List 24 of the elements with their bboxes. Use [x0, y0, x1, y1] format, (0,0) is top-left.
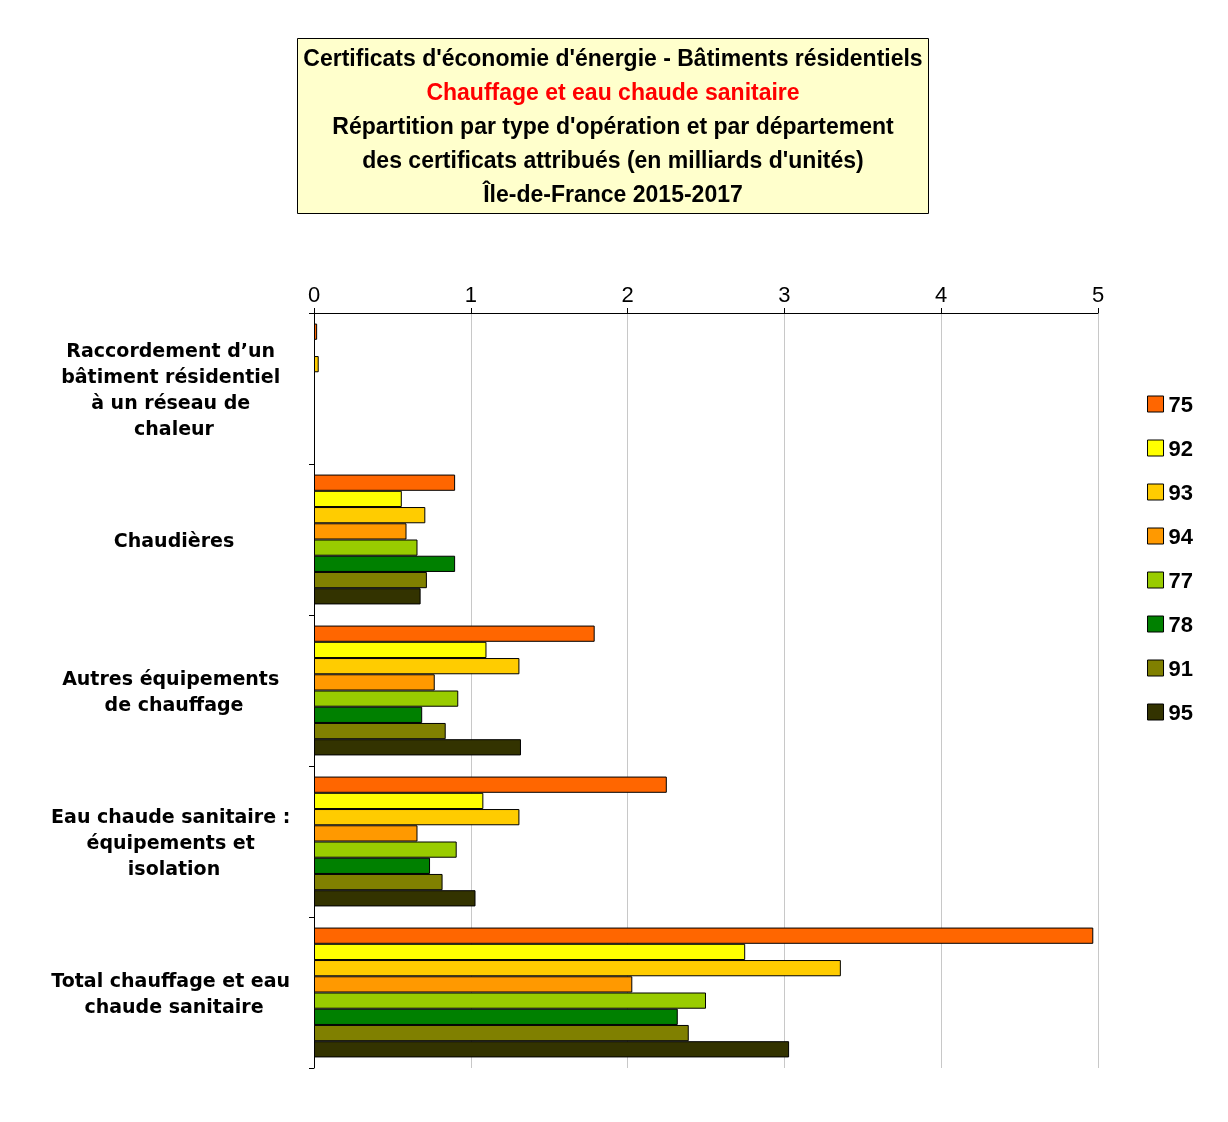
legend-label: 75 — [1168, 391, 1194, 417]
x-tick-label: 3 — [778, 281, 791, 307]
legend-label: 94 — [1168, 523, 1194, 549]
legend-label: 92 — [1168, 435, 1194, 461]
legend-label: 77 — [1168, 567, 1194, 593]
legend-label: 78 — [1168, 611, 1194, 637]
text: Île-de-France 2015-2017 — [482, 180, 743, 207]
x-tick-label: 0 — [307, 281, 321, 307]
x-tick-label: 1 — [464, 281, 477, 307]
chart-subtitle: Chauffage et eau chaude sanitaire — [426, 79, 800, 105]
x-tick-label: 2 — [621, 281, 634, 307]
text: des certificats attribués (en milliards d'unités) — [362, 147, 864, 173]
y-tick-label: Autres équipements de chauffage — [62, 666, 286, 715]
y-tick-label: Eau chaude sanitaire : équipements et isolation — [51, 804, 297, 879]
x-tick-label: 4 — [935, 281, 948, 307]
x-tick-label: 5 — [1091, 281, 1105, 307]
legend-label: 93 — [1168, 479, 1194, 505]
legend-label: 95 — [1168, 699, 1194, 725]
y-tick-label: Total chauffage et eau chaude sanitaire — [51, 968, 297, 1017]
text: Répartition par type d'opération et par département — [332, 113, 895, 139]
y-tick-label: Raccordement d’un bâtiment résidentiel à un réseau de chaleur — [61, 338, 287, 439]
y-tick-label: Chaudières — [113, 528, 235, 551]
legend-label: 91 — [1168, 655, 1194, 681]
chart-title: Certificats d'économie d'énergie - Bâtiments résidentiels — [303, 45, 923, 71]
